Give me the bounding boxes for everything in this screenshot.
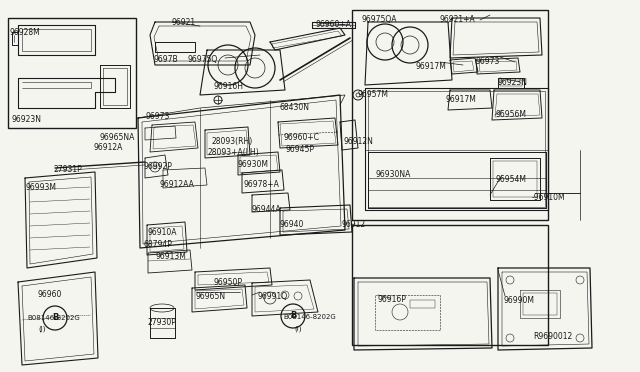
Text: 96973: 96973 (476, 57, 500, 66)
Text: 68794P: 68794P (143, 240, 172, 249)
Text: 96993M: 96993M (26, 183, 57, 192)
Text: 27931P: 27931P (53, 165, 82, 174)
Text: 96913M: 96913M (155, 252, 186, 261)
Text: B: B (52, 314, 58, 323)
Text: 96916P: 96916P (378, 295, 407, 304)
Text: 96957M: 96957M (358, 90, 389, 99)
Text: B: B (290, 311, 296, 321)
Text: 96921+A: 96921+A (440, 15, 476, 24)
Text: (J): (J) (38, 326, 45, 333)
Text: 96960: 96960 (38, 290, 62, 299)
Text: 96917M: 96917M (446, 95, 477, 104)
Text: 96992P: 96992P (143, 162, 172, 171)
Text: 96965N: 96965N (196, 292, 226, 301)
Text: 96950P: 96950P (213, 278, 242, 287)
Text: 96912: 96912 (342, 220, 366, 229)
Text: 96923N: 96923N (498, 78, 528, 87)
Text: B08146-8202G: B08146-8202G (283, 314, 336, 320)
Text: (I): (I) (294, 325, 301, 331)
Text: -96910M: -96910M (532, 193, 566, 202)
Text: 96910A: 96910A (148, 228, 177, 237)
Text: 96940: 96940 (280, 220, 305, 229)
Text: 96960+C: 96960+C (283, 133, 319, 142)
Bar (352, 10, 548, 220)
Bar (410, 300, 435, 308)
Text: 96921: 96921 (172, 18, 196, 27)
Text: 96917M: 96917M (415, 62, 446, 71)
Text: 68430N: 68430N (280, 103, 310, 112)
Text: 96973: 96973 (145, 112, 170, 121)
Text: 27930P: 27930P (148, 318, 177, 327)
Text: 96945P: 96945P (285, 145, 314, 154)
Text: 96956M: 96956M (495, 110, 526, 119)
Text: 96975Q: 96975Q (188, 55, 218, 64)
Text: B08146-8202G: B08146-8202G (27, 315, 80, 321)
Text: 96991Q: 96991Q (258, 292, 288, 301)
Text: 96960+A: 96960+A (315, 20, 351, 29)
Text: 96975QA: 96975QA (362, 15, 397, 24)
Bar (352, 225, 548, 345)
Text: 96923N: 96923N (12, 115, 42, 124)
Text: 96912A: 96912A (94, 143, 124, 152)
Text: 96916H: 96916H (213, 82, 243, 91)
Text: 28093+A(LH): 28093+A(LH) (208, 148, 260, 157)
Text: 96954M: 96954M (495, 175, 526, 184)
Text: 9697B: 9697B (153, 55, 178, 64)
Text: R9690012: R9690012 (533, 332, 572, 341)
Text: 28093(RH): 28093(RH) (212, 137, 253, 146)
Text: 96928M: 96928M (10, 28, 41, 37)
Text: 96965NA: 96965NA (100, 133, 136, 142)
Text: 96930NA: 96930NA (375, 170, 410, 179)
Text: 96944A: 96944A (252, 205, 282, 214)
Bar (8, 18, 136, 128)
Text: 96990M: 96990M (503, 296, 534, 305)
Text: 96930M: 96930M (237, 160, 268, 169)
Text: 96978+A: 96978+A (243, 180, 279, 189)
Text: 96912AA: 96912AA (160, 180, 195, 189)
Text: 96912N: 96912N (344, 137, 374, 146)
